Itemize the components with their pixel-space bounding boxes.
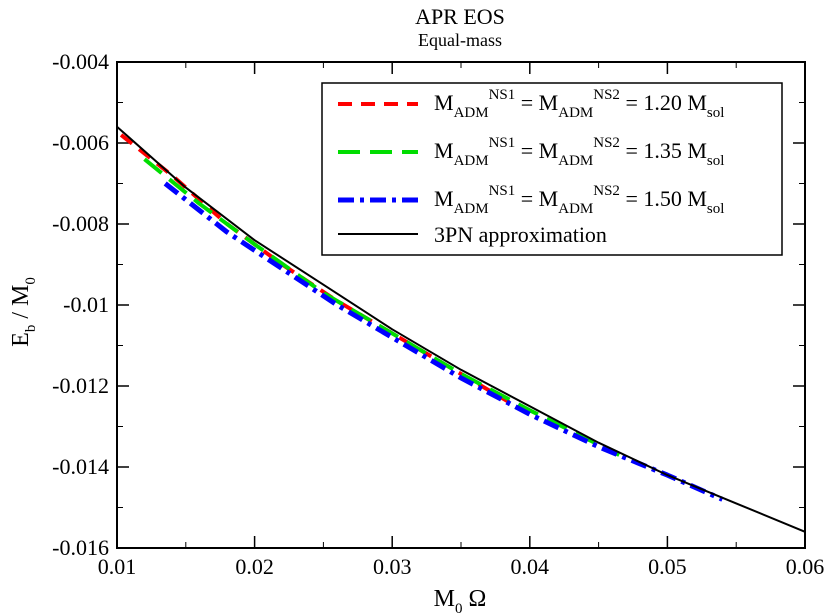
- series-line-2: [143, 157, 621, 457]
- series-line-3: [163, 181, 724, 502]
- chart-title: APR EOS: [415, 4, 505, 29]
- x-tick-label: 0.02: [235, 554, 274, 579]
- y-tick-label: -0.012: [52, 373, 109, 398]
- x-axis-label: M0 Ω: [434, 586, 487, 614]
- y-axis-label: Eb / M0: [8, 277, 39, 347]
- y-tick-label: -0.016: [52, 535, 109, 560]
- x-tick-label: 0.03: [373, 554, 412, 579]
- x-tick-label: 0.01: [98, 554, 137, 579]
- y-tick-label: -0.006: [52, 130, 109, 155]
- x-tick-label: 0.06: [786, 554, 825, 579]
- y-tick-label: -0.004: [52, 49, 109, 74]
- y-tick-label: -0.008: [52, 211, 109, 236]
- x-tick-label: 0.05: [648, 554, 687, 579]
- legend-label-1: MADMNS1 = MADMNS2 = 1.20 Msol: [434, 87, 724, 121]
- legend-label-4: 3PN approximation: [434, 222, 607, 247]
- chart-subtitle: Equal-mass: [418, 30, 502, 50]
- legend-box: [321, 82, 783, 256]
- y-tick-label: -0.01: [63, 292, 109, 317]
- series-line-4: [116, 126, 806, 533]
- series-layer: [116, 126, 806, 533]
- y-tick-label: -0.014: [52, 454, 109, 479]
- x-tick-label: 0.04: [511, 554, 550, 579]
- legend-label-3: MADMNS1 = MADMNS2 = 1.50 Msol: [434, 183, 724, 217]
- plot-axes: 0.01 0.02 0.03 0.04 0.05 0.06 -0.016 -0.014 -0.0…: [52, 49, 824, 579]
- legend: MADMNS1 = MADMNS2 = 1.20 Msol MADMNS1 = M…: [321, 82, 783, 256]
- legend-label-2: MADMNS1 = MADMNS2 = 1.35 Msol: [434, 135, 724, 169]
